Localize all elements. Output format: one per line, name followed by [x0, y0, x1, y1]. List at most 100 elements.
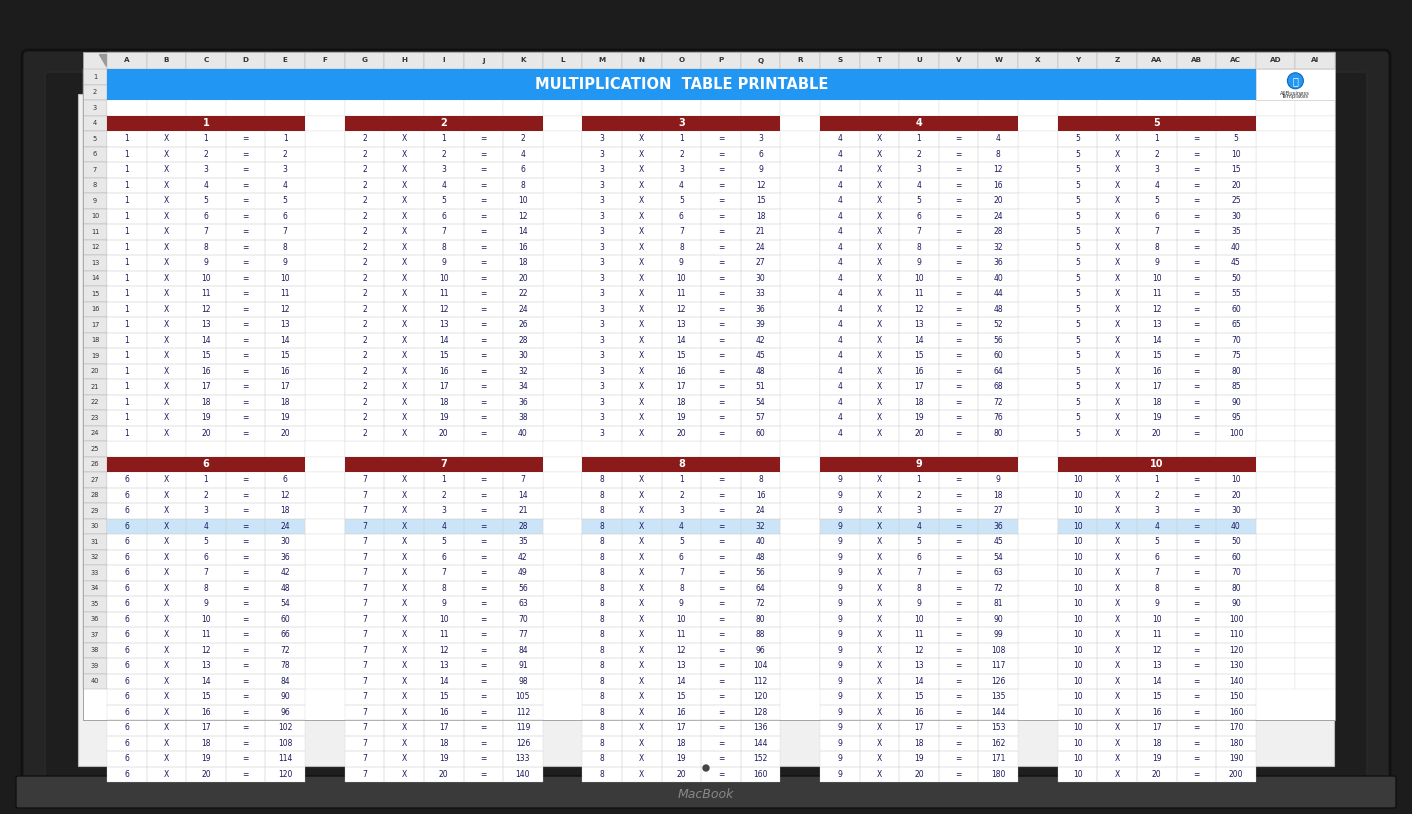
Bar	[1295, 410, 1334, 426]
Text: X: X	[640, 320, 644, 329]
Text: 48: 48	[755, 367, 765, 376]
Bar	[1058, 627, 1097, 642]
Text: X: X	[877, 584, 882, 593]
Bar	[305, 52, 345, 69]
Bar	[741, 611, 781, 627]
Bar	[424, 162, 463, 177]
Bar	[662, 426, 702, 441]
Text: 26: 26	[90, 462, 99, 467]
Bar	[621, 627, 662, 642]
Text: =: =	[956, 692, 962, 701]
Text: 26: 26	[518, 320, 528, 329]
Text: 10: 10	[1073, 646, 1083, 654]
Bar	[621, 332, 662, 348]
Text: =: =	[1193, 414, 1200, 422]
Text: 16: 16	[676, 707, 686, 717]
Bar	[1137, 704, 1176, 720]
Text: 1: 1	[124, 274, 128, 282]
Bar	[820, 673, 860, 689]
Bar	[702, 565, 741, 580]
Bar	[1216, 611, 1255, 627]
Bar	[1058, 193, 1255, 208]
Text: 6: 6	[1154, 553, 1159, 562]
Text: =: =	[243, 661, 249, 670]
Bar	[662, 488, 702, 503]
Bar	[820, 488, 860, 503]
Text: 2: 2	[361, 352, 367, 361]
Bar	[1018, 410, 1058, 426]
Bar	[939, 379, 979, 395]
Text: X: X	[164, 274, 169, 282]
Bar	[186, 301, 226, 317]
Text: =: =	[243, 506, 249, 515]
Text: X: X	[164, 227, 169, 236]
Bar	[702, 751, 741, 767]
Bar	[384, 488, 424, 503]
Bar	[582, 627, 621, 642]
Bar	[107, 488, 147, 503]
Bar	[147, 193, 186, 208]
Bar	[582, 534, 781, 549]
Text: 3: 3	[600, 150, 604, 159]
Bar	[899, 503, 939, 519]
Bar	[820, 239, 1018, 255]
Bar	[1255, 348, 1295, 364]
Bar	[979, 364, 1018, 379]
Text: 2: 2	[361, 414, 367, 422]
Bar	[107, 689, 147, 704]
Bar	[860, 348, 899, 364]
Bar	[899, 348, 939, 364]
Bar	[860, 131, 899, 147]
Bar	[1137, 410, 1176, 426]
Bar	[542, 534, 582, 549]
Bar	[1097, 704, 1137, 720]
Bar	[1097, 410, 1137, 426]
Bar	[582, 658, 781, 673]
Text: X: X	[877, 212, 882, 221]
Bar	[899, 658, 939, 673]
Bar	[662, 162, 702, 177]
Text: =: =	[717, 274, 724, 282]
Bar	[463, 348, 503, 364]
Text: 3: 3	[600, 134, 604, 143]
Bar	[820, 193, 860, 208]
Text: 112: 112	[754, 676, 768, 685]
Bar	[939, 131, 979, 147]
Text: 15: 15	[90, 291, 99, 297]
Bar	[860, 193, 899, 208]
Text: =: =	[717, 676, 724, 685]
Bar	[979, 147, 1018, 162]
Bar	[1137, 193, 1176, 208]
Bar	[741, 689, 781, 704]
Bar	[186, 519, 226, 534]
Bar	[860, 596, 899, 611]
Bar	[979, 472, 1018, 488]
Bar	[820, 395, 860, 410]
Text: X: X	[164, 615, 169, 624]
Bar	[542, 426, 582, 441]
Bar	[424, 270, 463, 286]
Text: X: X	[640, 770, 644, 779]
Bar	[424, 147, 463, 162]
Text: X: X	[1114, 615, 1120, 624]
Bar	[1097, 410, 1137, 426]
Text: X: X	[877, 398, 882, 407]
Text: V: V	[956, 58, 962, 63]
Bar	[345, 673, 384, 689]
Bar	[621, 596, 662, 611]
Bar	[1216, 549, 1255, 565]
Bar	[83, 131, 107, 147]
Bar	[186, 395, 226, 410]
Bar	[582, 208, 621, 224]
Polygon shape	[99, 54, 106, 66]
Text: 25: 25	[90, 446, 99, 452]
Bar	[265, 580, 305, 596]
Bar	[1137, 255, 1176, 270]
Text: 11: 11	[1152, 289, 1162, 298]
Bar	[741, 534, 781, 549]
Bar	[384, 565, 424, 580]
Bar	[582, 147, 781, 162]
Bar	[899, 286, 939, 301]
Text: 16: 16	[518, 243, 528, 252]
Bar	[860, 379, 899, 395]
